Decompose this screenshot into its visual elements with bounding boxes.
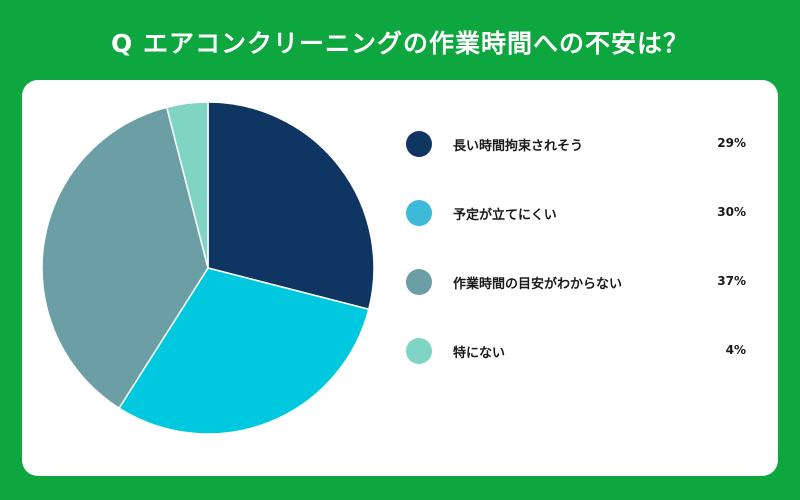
legend-value: 29%	[717, 136, 746, 150]
legend-value: 37%	[717, 274, 746, 288]
legend-label: 作業時間の目安がわからない	[453, 277, 623, 292]
legend-item: 長い時間拘束されそう 29%	[406, 131, 746, 200]
pie-slice	[118, 267, 370, 435]
pie-slice	[41, 106, 209, 410]
legend-item: 作業時間の目安がわからない 37%	[406, 269, 746, 338]
legend-swatch	[406, 338, 432, 364]
legend-item: 特にない 4%	[406, 338, 746, 407]
legend-swatch	[406, 269, 432, 295]
chart-title: Q エアコンクリーニングの作業時間への不安は？	[111, 29, 689, 58]
legend-label: 特にない	[453, 346, 506, 361]
legend-swatch	[406, 131, 432, 157]
pie-chart	[41, 101, 375, 435]
legend-item: 予定が立てにくい 30%	[406, 200, 746, 269]
legend-value: 30%	[717, 205, 746, 219]
legend: 長い時間拘束されそう 29% 予定が立てにくい 30% 作業時間の目安がわからな…	[406, 131, 746, 407]
legend-label: 予定が立てにくい	[453, 208, 557, 223]
pie-slice	[165, 101, 209, 269]
legend-swatch	[406, 200, 432, 226]
pie-slice	[207, 101, 375, 311]
legend-label: 長い時間拘束されそう	[453, 139, 584, 154]
legend-value: 4%	[725, 343, 746, 357]
chart-card: 長い時間拘束されそう 29% 予定が立てにくい 30% 作業時間の目安がわからな…	[22, 80, 778, 476]
